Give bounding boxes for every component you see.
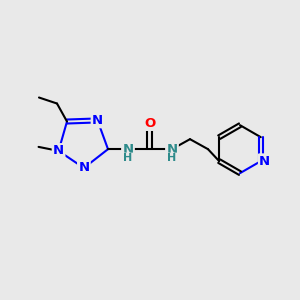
Text: N: N bbox=[167, 143, 178, 156]
Text: O: O bbox=[144, 117, 156, 130]
Text: N: N bbox=[92, 114, 103, 127]
Text: N: N bbox=[122, 143, 134, 156]
Text: H: H bbox=[167, 153, 177, 163]
Text: N: N bbox=[53, 144, 64, 158]
Text: H: H bbox=[123, 153, 133, 163]
Text: N: N bbox=[78, 161, 89, 175]
Text: N: N bbox=[259, 155, 270, 168]
